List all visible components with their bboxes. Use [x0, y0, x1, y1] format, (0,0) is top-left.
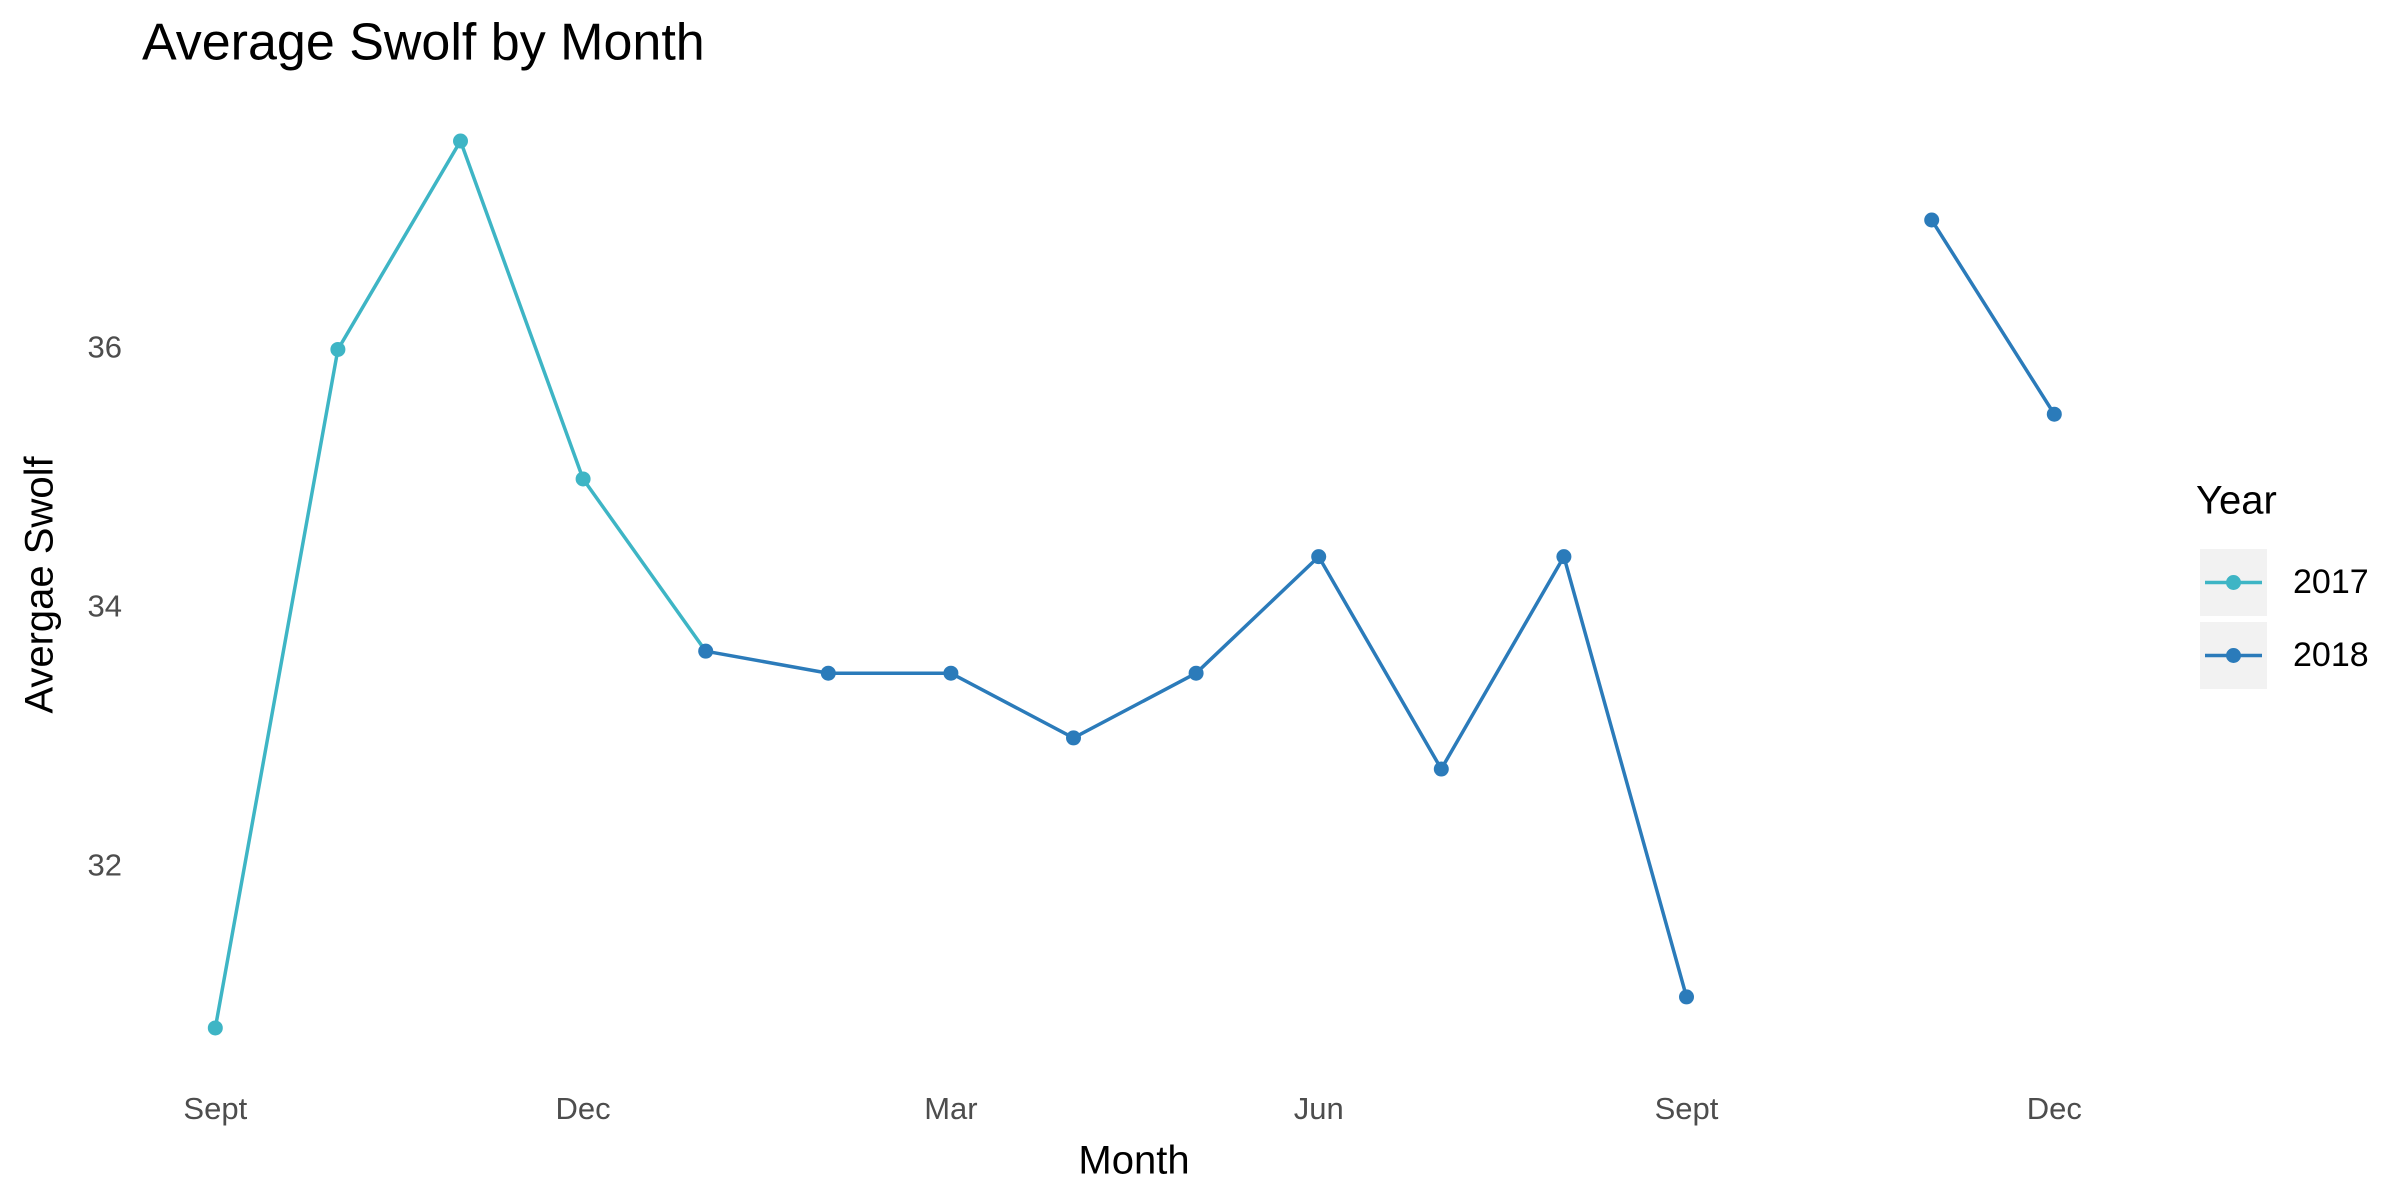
data-point [1924, 212, 1940, 228]
legend-label: 2017 [2293, 563, 2369, 601]
legend-title: Year [2196, 479, 2277, 523]
data-point [820, 665, 836, 681]
connector-line [581, 477, 708, 653]
data-point [2046, 406, 2062, 422]
y-tick-label: 36 [88, 330, 122, 365]
x-tick-label: Dec [2027, 1091, 2082, 1126]
x-tick-label: Dec [556, 1091, 611, 1126]
data-point [330, 341, 346, 357]
x-axis-title: Month [1078, 1139, 1189, 1183]
legend-point [2226, 648, 2241, 663]
data-point [943, 665, 959, 681]
data-point [1066, 730, 1081, 746]
series-line [705, 219, 2056, 998]
data-point [698, 643, 714, 659]
data-point [1679, 989, 1694, 1005]
legend-point [2226, 575, 2241, 590]
data-point [1188, 665, 1204, 681]
x-tick-label: Mar [924, 1091, 977, 1126]
legend-label: 2018 [2293, 636, 2369, 674]
data-point [207, 1020, 223, 1036]
y-axis-title: Avergae Swolf [18, 456, 62, 714]
data-point [453, 133, 468, 149]
y-tick-label: 32 [88, 848, 122, 883]
x-tick-label: Sept [1655, 1091, 1719, 1126]
data-point [1311, 549, 1327, 565]
data-point [575, 471, 591, 487]
series-line [213, 136, 585, 1029]
data-point [1433, 761, 1449, 777]
x-tick-label: Sept [183, 1091, 247, 1126]
y-tick-label: 34 [88, 589, 122, 624]
chart-title: Average Swolf by Month [142, 14, 705, 72]
x-tick-label: Jun [1294, 1091, 1344, 1126]
data-point [1556, 549, 1572, 565]
